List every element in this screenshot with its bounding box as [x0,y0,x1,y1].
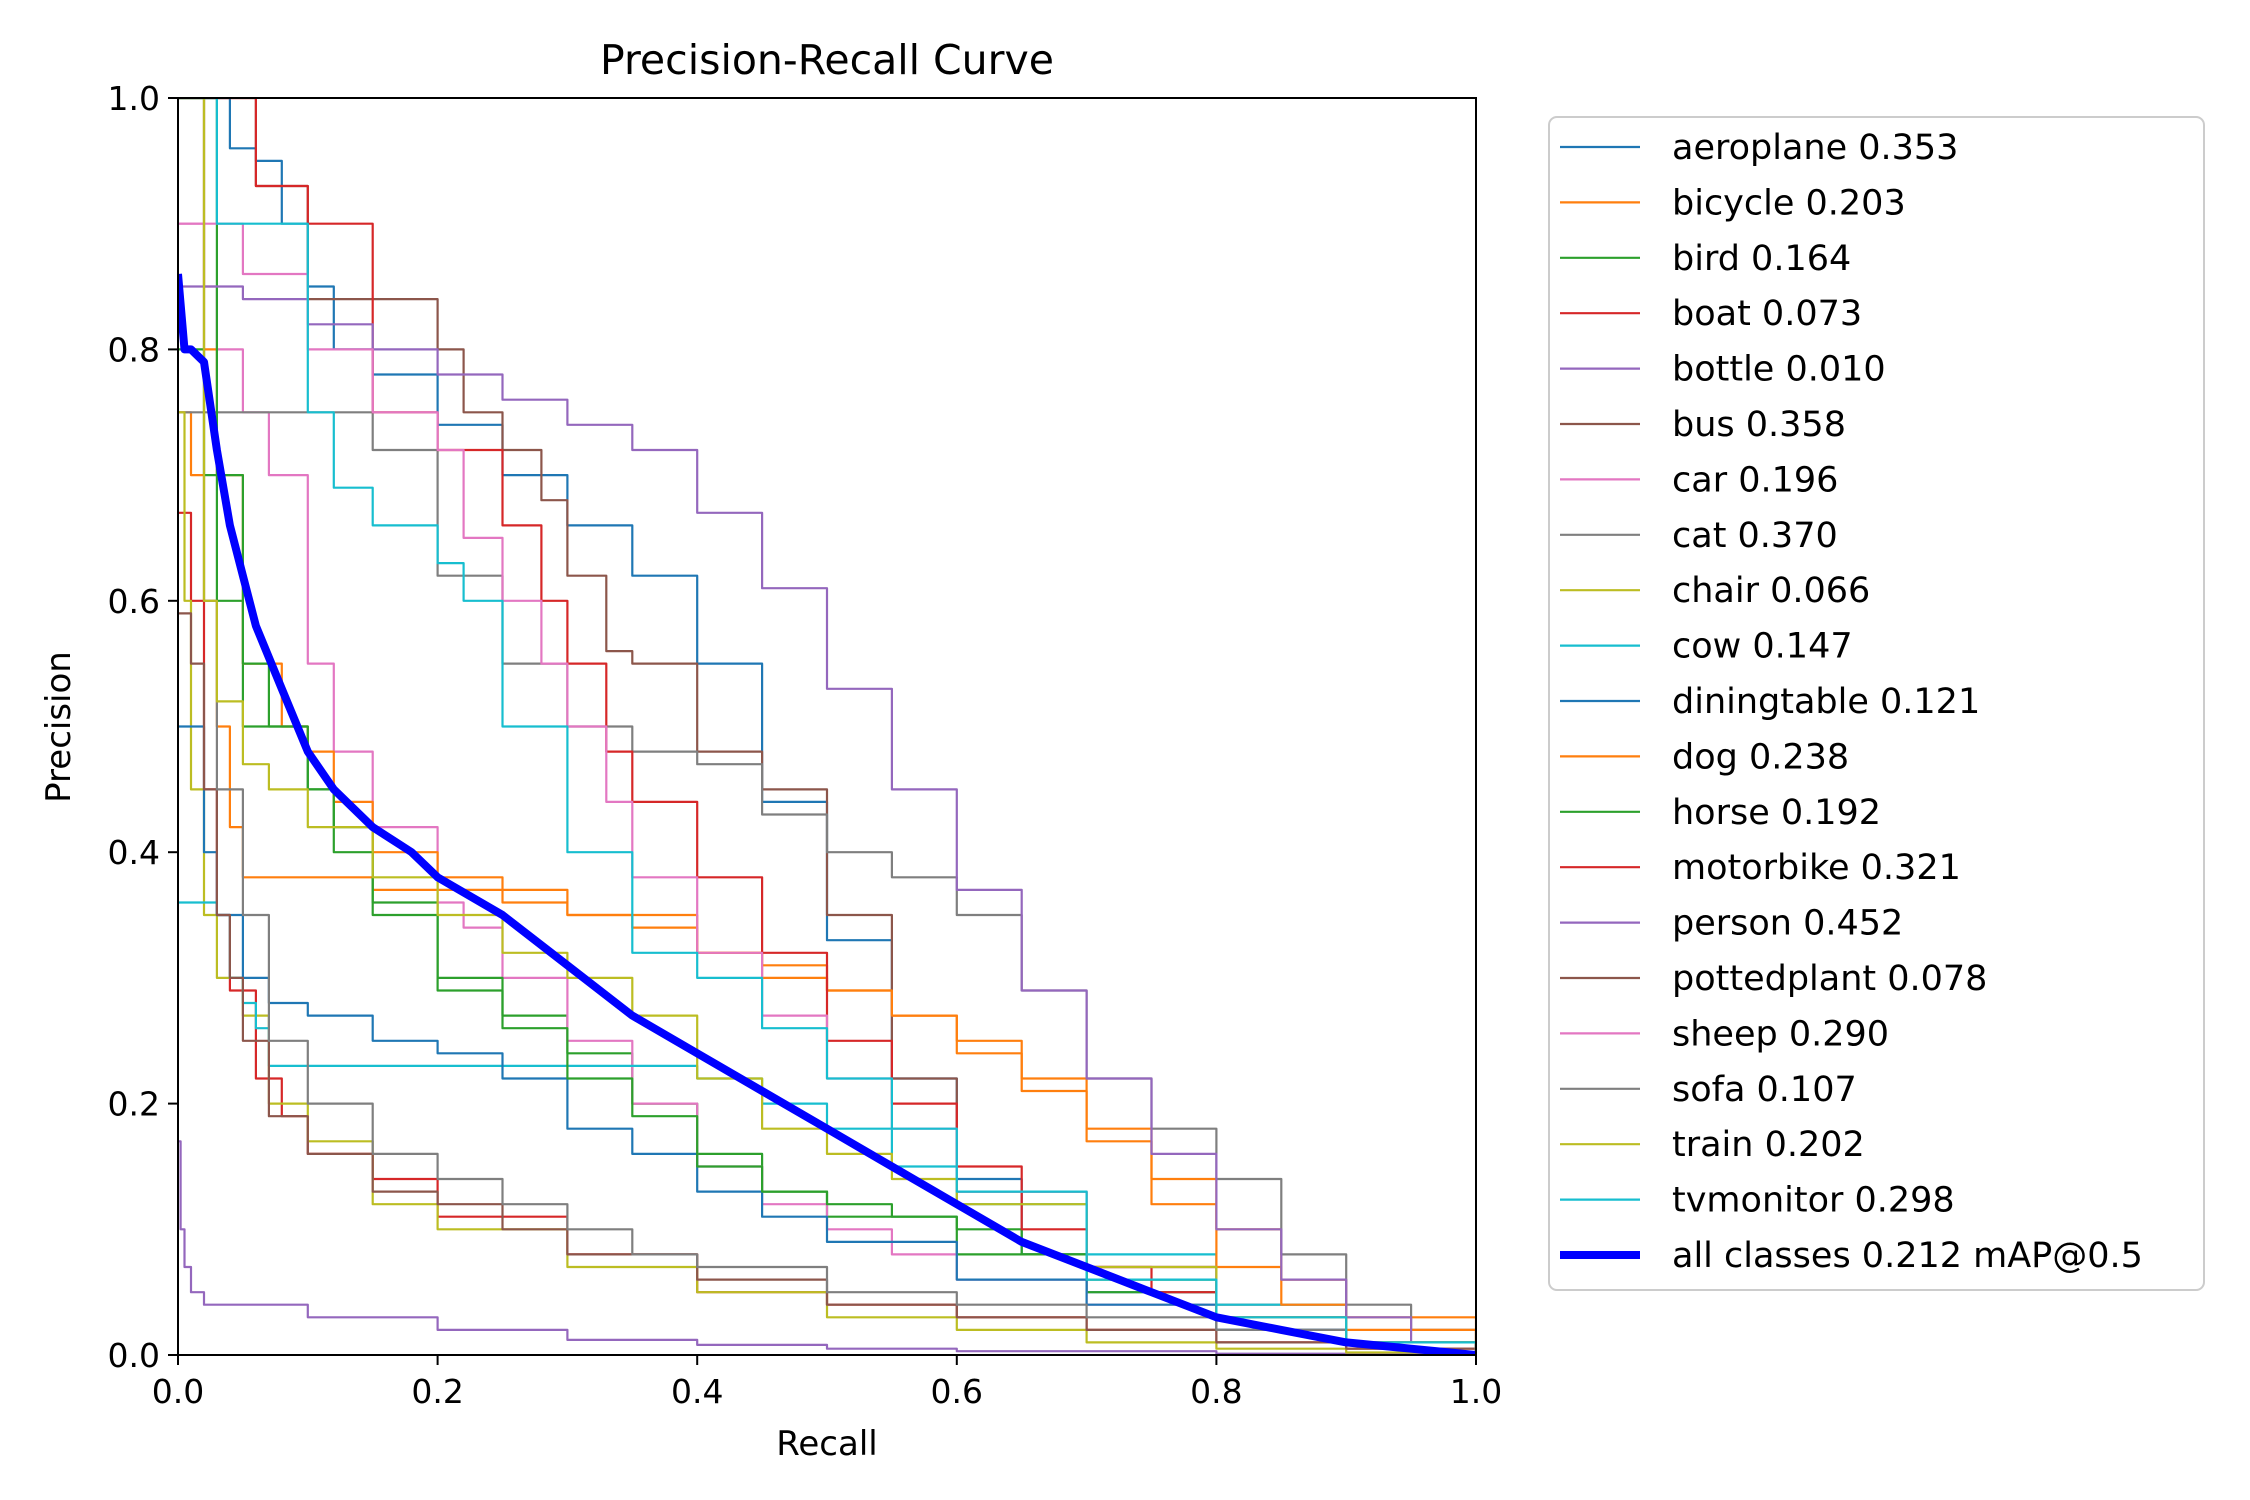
series-line-tvmonitor-0-298 [178,98,1476,1355]
y-axis-ticks: 0.0 0.2 0.4 0.6 0.8 1.0 [108,79,178,1375]
y-tick-label: 1.0 [108,79,160,118]
y-tick-label: 0.2 [108,1085,160,1124]
x-tick-label: 0.6 [931,1372,983,1411]
legend-label-train-0-202: train 0.202 [1672,1125,1865,1165]
legend-label-pottedplant-0-078: pottedplant 0.078 [1672,959,1987,999]
series-line-bottle-0-010 [178,1140,1476,1355]
legend-label-horse-0-192: horse 0.192 [1672,793,1881,833]
y-tick-label: 0.0 [108,1336,160,1375]
series-line-all-classes-0-212-map-0-5 [178,273,1476,1355]
y-tick-label: 0.6 [108,582,160,621]
legend: aeroplane 0.353 bicycle 0.203 bird 0.164 bo… [1548,116,2205,1291]
chart-title: Precision-Recall Curve [600,36,1054,84]
legend-label-sofa-0-107: sofa 0.107 [1672,1070,1857,1110]
x-axis-ticks: 0.0 0.2 0.4 0.6 0.8 1.0 [152,1355,1502,1411]
legend-label-person-0-452: person 0.452 [1672,904,1903,944]
series-line-pottedplant-0-078 [178,612,1476,1355]
legend-label-car-0-196: car 0.196 [1672,460,1838,500]
y-axis-label: Precision [39,651,79,803]
series-line-sofa-0-107 [178,98,1476,1355]
x-tick-label: 1.0 [1450,1372,1502,1411]
series-layer [178,98,1476,1355]
legend-label-bottle-0-010: bottle 0.010 [1672,350,1886,390]
legend-label-sheep-0-290: sheep 0.290 [1672,1014,1889,1054]
x-tick-label: 0.4 [671,1372,723,1411]
plot-frame [177,97,1477,1356]
legend-frame [1548,116,2205,1291]
x-tick-label: 0.8 [1190,1372,1242,1411]
series-line-person-0-452 [178,285,1476,1355]
legend-label-bicycle-0-203: bicycle 0.203 [1672,183,1906,223]
legend-label-motorbike-0-321: motorbike 0.321 [1672,848,1961,888]
legend-label-cow-0-147: cow 0.147 [1672,627,1853,667]
x-axis-label: Recall [776,1424,877,1464]
legend-label-tvmonitor-0-298: tvmonitor 0.298 [1672,1181,1955,1221]
legend-label-diningtable-0-121: diningtable 0.121 [1672,682,1980,722]
legend-label-cat-0-370: cat 0.370 [1672,516,1838,556]
x-tick-label: 0.2 [411,1372,463,1411]
legend-label-bus-0-358: bus 0.358 [1672,405,1846,445]
y-tick-label: 0.8 [108,330,160,369]
y-tick-label: 0.4 [108,833,160,872]
legend-label-all-classes-0-212-map-0-5: all classes 0.212 mAP@0.5 [1672,1236,2143,1276]
legend-label-chair-0-066: chair 0.066 [1672,571,1870,611]
legend-label-bird-0-164: bird 0.164 [1672,239,1851,279]
legend-label-boat-0-073: boat 0.073 [1672,294,1862,334]
legend-label-aeroplane-0-353: aeroplane 0.353 [1672,128,1958,168]
x-tick-label: 0.0 [152,1372,204,1411]
legend-items: aeroplane 0.353 bicycle 0.203 bird 0.164 bo… [1560,128,2143,1276]
legend-label-dog-0-238: dog 0.238 [1672,737,1849,777]
